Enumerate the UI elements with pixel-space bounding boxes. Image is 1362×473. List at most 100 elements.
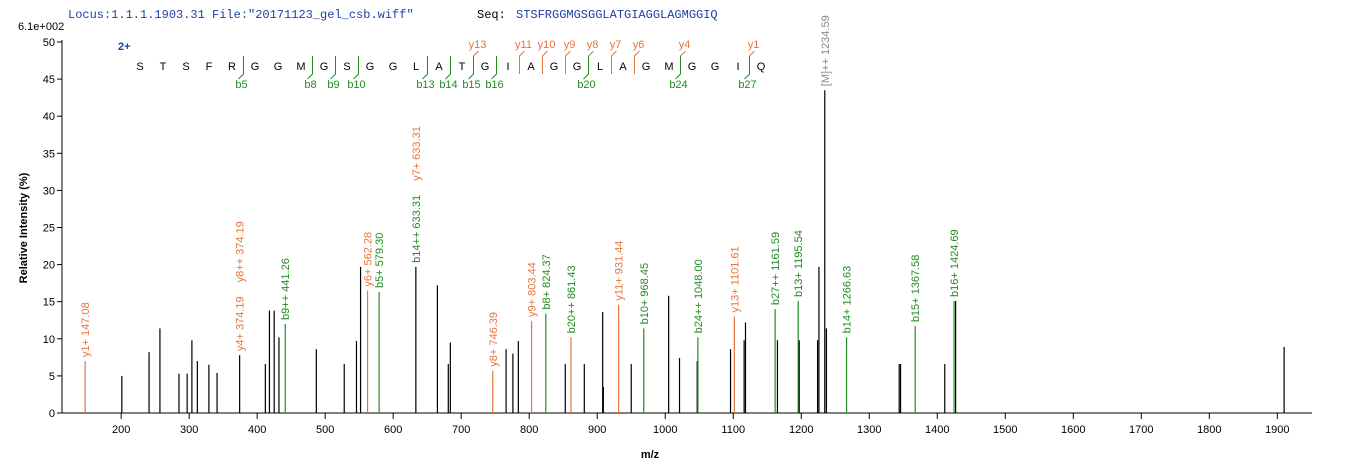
- b-ion-mark: [583, 56, 589, 80]
- y-ion-label: y7: [610, 39, 622, 51]
- peak-label: y1+ 147.08: [80, 302, 92, 357]
- b-ion-label: b14: [439, 79, 457, 91]
- b-ion-label: b5: [235, 79, 247, 91]
- b-ion-label: b27: [738, 79, 756, 91]
- x-tick-label: 800: [520, 424, 538, 436]
- peak-label: [M]++ 1234.59: [820, 15, 832, 86]
- y-ion-mark: [588, 50, 594, 74]
- x-tick-label: 1700: [1129, 424, 1153, 436]
- x-tick-label: 1600: [1061, 424, 1085, 436]
- b-ion-mark: [675, 56, 681, 80]
- y-ion-mark: [680, 50, 686, 74]
- seq: STSFRGGMGSGGLATGIAGGLAGMGGIQ: [516, 8, 718, 22]
- y-tick-label: 15: [43, 297, 55, 309]
- peak-label: b9++ 441.26: [280, 258, 292, 320]
- x-tick-label: 400: [248, 424, 266, 436]
- residue: G: [251, 61, 260, 73]
- b-ion-label: b15: [462, 79, 480, 91]
- residue: G: [642, 61, 651, 73]
- residue: S: [182, 61, 189, 73]
- residue: R: [228, 61, 236, 73]
- x-tick-label: 900: [588, 424, 606, 436]
- y-ion-label: y10: [538, 39, 556, 51]
- y-tick-label: 40: [43, 111, 55, 123]
- x-tick-label: 1400: [925, 424, 949, 436]
- x-tick-label: 1300: [857, 424, 881, 436]
- y-ion-mark: [634, 50, 640, 74]
- y-axis-title: Relative Intensity (%): [18, 172, 30, 283]
- b-ion-label: b10: [347, 79, 365, 91]
- x-tick-label: 1500: [993, 424, 1017, 436]
- residue: G: [711, 61, 720, 73]
- b-ion-mark: [468, 56, 474, 80]
- peak-label: b8+ 824.37: [541, 254, 553, 309]
- b-ion-label: b13: [416, 79, 434, 91]
- x-tick-label: 1200: [789, 424, 813, 436]
- peak-label: b15+ 1367.58: [910, 255, 922, 323]
- y-tick-label: 0: [49, 408, 55, 420]
- y-ion-label: y9: [564, 39, 576, 51]
- y-ion-label: y11: [515, 39, 532, 51]
- residue: Q: [757, 61, 766, 73]
- peak-label: y8++ 374.19: [235, 221, 247, 282]
- peak-label: b10+ 968.45: [639, 263, 651, 324]
- y-ion-mark: [519, 50, 525, 74]
- b-ion-mark: [491, 56, 497, 80]
- peak-label: b13+ 1195.54: [793, 230, 805, 297]
- residue: G: [688, 61, 697, 73]
- residue: G: [274, 61, 283, 73]
- peak-label: y13+ 1101.61: [729, 246, 741, 312]
- peak-label: b14++ 633.31: [411, 195, 423, 263]
- y-ion-mark: [565, 50, 571, 74]
- peak-label: b5+ 579.30: [374, 233, 386, 288]
- y-tick-label: 30: [43, 185, 55, 197]
- b-ion-mark: [238, 56, 244, 80]
- y-ion-mark: [611, 50, 617, 74]
- peak-label: b16+ 1424.69: [949, 229, 961, 297]
- b-ion-label: b8: [304, 79, 316, 91]
- b-ion-mark: [744, 56, 750, 80]
- x-tick-label: 1800: [1197, 424, 1221, 436]
- y-ion-label: y1: [748, 39, 760, 51]
- x-tick-label: 200: [112, 424, 130, 436]
- y-ion-label: y13: [469, 39, 487, 51]
- y-tick-label: 45: [43, 74, 55, 86]
- residue: A: [619, 61, 627, 73]
- b-ion-label: b16: [485, 79, 503, 91]
- residue: A: [527, 61, 535, 73]
- x-tick-label: 1900: [1265, 424, 1289, 436]
- y-tick-label: 20: [43, 260, 55, 272]
- residue: S: [136, 61, 143, 73]
- y-ion-mark: [749, 50, 755, 74]
- y-tick-label: 5: [49, 371, 55, 383]
- x-tick-label: 1000: [653, 424, 677, 436]
- residue: M: [296, 61, 305, 73]
- x-axis-title: m/z: [641, 449, 660, 461]
- y-ion-label: y8: [587, 39, 599, 51]
- locus: Locus:1.1.1.1903.31 File:"20171123_gel_c…: [68, 8, 414, 22]
- y-ion-mark: [542, 50, 548, 74]
- residue: G: [573, 61, 582, 73]
- x-tick-label: 600: [384, 424, 402, 436]
- b-ion-mark: [445, 56, 451, 80]
- residue: I: [736, 61, 739, 73]
- y-tick-label: 50: [43, 37, 55, 49]
- residue: G: [320, 61, 329, 73]
- b-ion-mark: [330, 56, 336, 80]
- y-scale-label: 6.1e+002: [18, 21, 64, 33]
- peak-label: y6+ 562.28: [363, 232, 375, 287]
- residue: L: [597, 61, 603, 73]
- x-tick-label: 1100: [721, 424, 745, 436]
- b-ion-label: b20: [577, 79, 595, 91]
- residue: T: [160, 61, 167, 73]
- residue: G: [481, 61, 490, 73]
- b-ion-mark: [422, 56, 428, 80]
- residue: S: [343, 61, 350, 73]
- b-ion-mark: [307, 56, 313, 80]
- residue: G: [389, 61, 398, 73]
- residue: I: [506, 61, 509, 73]
- peak-label: b27++ 1161.59: [770, 232, 782, 305]
- y-ion-label: y6: [633, 39, 645, 51]
